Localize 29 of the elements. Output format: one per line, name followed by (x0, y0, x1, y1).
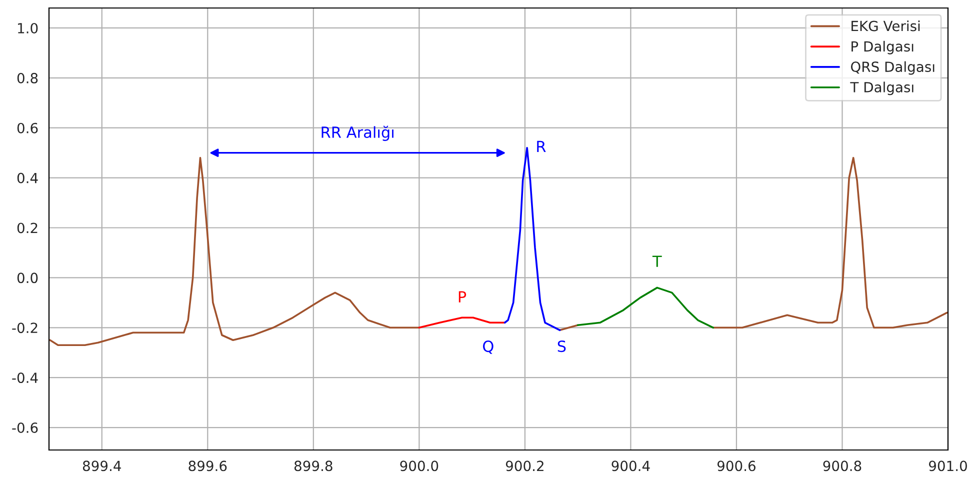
annotation: T (652, 256, 662, 267)
x-tick-label: 900.6 (717, 460, 756, 472)
legend-label: P Dalgası (852, 40, 914, 54)
legend-label: EKG Verisi (852, 20, 920, 32)
annotation: S (558, 340, 566, 352)
y-tick-label: 0.0 (17, 272, 38, 284)
x-tick-label: 900.0 (400, 460, 438, 472)
x-tick-label: 899.4 (82, 460, 121, 472)
legend-label: QRS Dalgası (850, 61, 934, 75)
annotation: R (537, 140, 546, 152)
y-tick-label: 0.4 (17, 172, 38, 184)
x-tick-label: 899.6 (188, 460, 227, 472)
annotation: Q (483, 340, 494, 354)
annotation: P (458, 291, 466, 302)
y-tick-label: -0.4 (12, 372, 38, 384)
y-tick-label: 1.0 (18, 22, 38, 34)
x-tick-label: 901.0 (928, 460, 967, 472)
line-series (576, 286, 714, 329)
y-tick-label: 0.8 (17, 72, 38, 84)
legend-label: T Dalgası (850, 82, 914, 96)
y-tick-label: 0.2 (17, 222, 38, 234)
y-tick-label: 0.6 (17, 122, 38, 134)
annotation: RR Aralığı (322, 126, 394, 141)
x-tick-label: 900.8 (823, 460, 862, 472)
x-tick-label: 899.8 (294, 460, 332, 472)
x-tick-label: 900.2 (506, 460, 544, 472)
y-tick-label: -0.6 (12, 422, 38, 433)
x-tick-label: 900.4 (612, 460, 650, 472)
y-tick-label: -0.2 (12, 322, 38, 334)
